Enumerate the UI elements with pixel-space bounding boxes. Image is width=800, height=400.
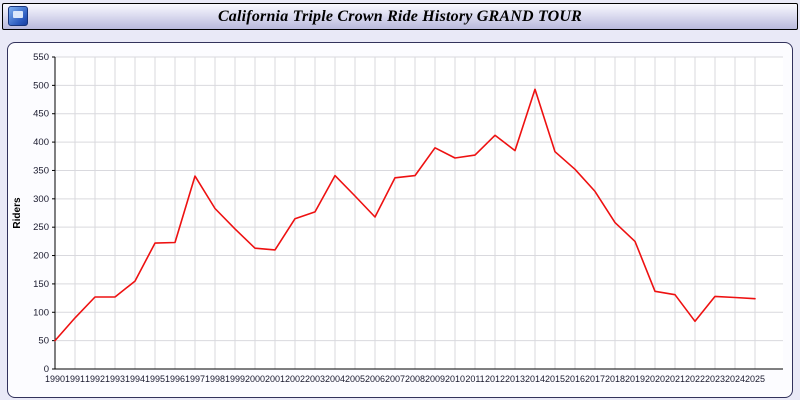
x-tick-label: 2011	[465, 374, 484, 384]
x-tick-label: 1990	[45, 374, 65, 384]
x-tick-label: 2022	[685, 374, 705, 384]
y-tick-label: 400	[33, 137, 49, 148]
page-title: California Triple Crown Ride History GRA…	[217, 7, 583, 25]
x-tick-label: 2015	[545, 374, 565, 384]
y-tick-label: 150	[33, 279, 49, 290]
x-tick-label: 2012	[485, 374, 505, 384]
x-tick-label: 2001	[265, 374, 285, 384]
y-tick-label: 350	[33, 165, 49, 176]
y-tick-label: 0	[44, 364, 49, 375]
chart-panel: 0 50 100 150 200 250 300 350 400 450 500 550 1990 199…	[7, 42, 793, 398]
y-tick-label: 550	[33, 52, 49, 63]
x-tick-label: 2018	[605, 374, 625, 384]
y-tick-label: 100	[33, 307, 49, 318]
y-tick-label: 450	[33, 109, 49, 120]
x-tick-label: 2019	[625, 374, 645, 384]
x-tick-label: 1996	[165, 374, 185, 384]
x-tick-label: 2020	[645, 374, 665, 384]
x-tick-label: 2017	[585, 374, 605, 384]
x-tick-label: 2014	[525, 374, 545, 384]
x-tick-label: 2024	[725, 374, 745, 384]
y-axis-title: Riders	[12, 197, 23, 229]
x-tick-label: 1999	[225, 374, 245, 384]
x-tick-label: 2005	[345, 374, 365, 384]
y-tick-label: 500	[33, 80, 49, 91]
x-tick-label: 1995	[145, 374, 165, 384]
x-tick-label: 2013	[505, 374, 525, 384]
x-tick-label: 1993	[105, 374, 125, 384]
y-tick-label: 300	[33, 194, 49, 205]
x-tick-label: 1997	[185, 374, 205, 384]
x-tick-label: 2010	[445, 374, 465, 384]
x-tick-label: 2023	[705, 374, 725, 384]
x-tick-label: 2006	[365, 374, 385, 384]
series-line-riders	[54, 88, 756, 342]
x-tick-label: 2021	[665, 374, 685, 384]
x-tick-label: 2004	[325, 374, 345, 384]
x-tick-label: 1991	[65, 374, 85, 384]
plot-area	[55, 57, 783, 369]
y-tick-label: 200	[33, 251, 49, 262]
y-tick-label: 50	[38, 336, 49, 347]
header-bar: California Triple Crown Ride History GRA…	[2, 3, 798, 30]
x-tick-label: 1992	[85, 374, 105, 384]
x-tick-label: 2000	[245, 374, 265, 384]
x-tick-label: 1998	[205, 374, 225, 384]
x-tick-label: 2009	[425, 374, 445, 384]
x-tick-label: 2007	[385, 374, 405, 384]
x-tick-label: 2003	[305, 374, 325, 384]
app-logo-icon[interactable]	[8, 6, 28, 26]
x-tick-label: 2025	[745, 374, 765, 384]
x-tick-label: 2002	[285, 374, 305, 384]
x-tick-label: 1994	[125, 374, 145, 384]
y-tick-label: 250	[33, 222, 49, 233]
x-tick-label: 2016	[565, 374, 585, 384]
x-tick-label: 2008	[405, 374, 425, 384]
